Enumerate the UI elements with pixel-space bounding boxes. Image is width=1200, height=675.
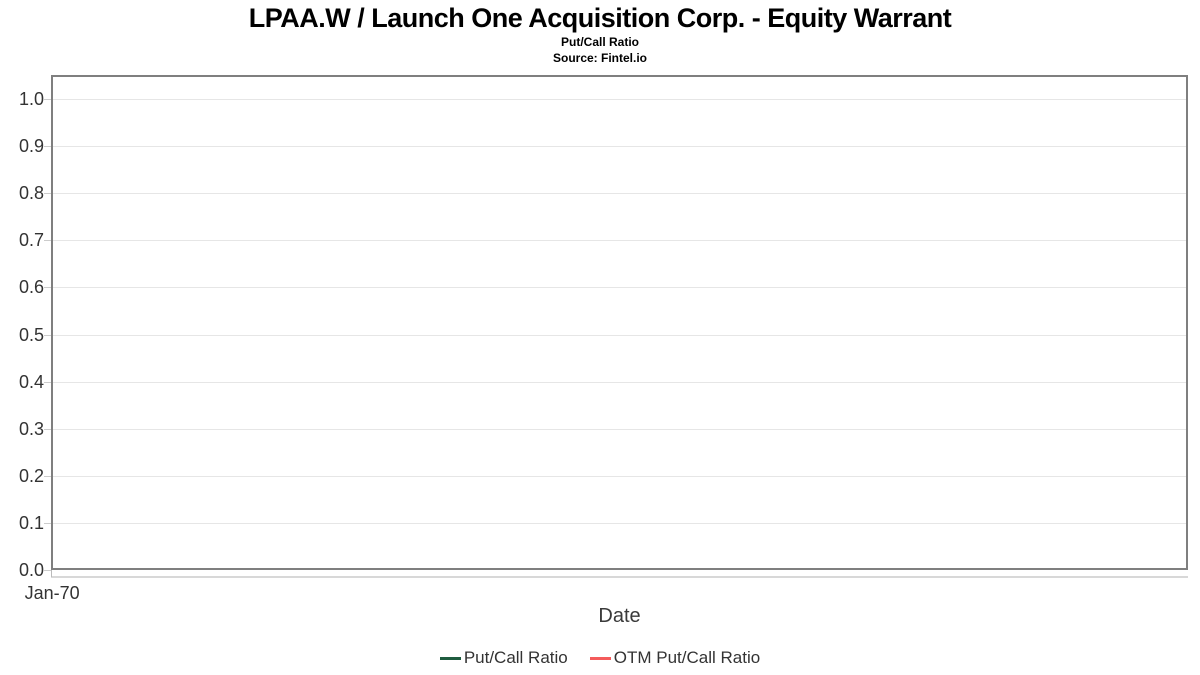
y-tick-label: 0.7 (18, 230, 44, 251)
legend-item-put-call-ratio[interactable]: Put/Call Ratio (439, 648, 568, 668)
y-tick-mark (44, 240, 51, 242)
y-tick-label: 1.0 (18, 89, 44, 109)
y-gridline (53, 428, 1186, 430)
y-tick-mark (44, 146, 51, 148)
legend-line-swatch (589, 656, 611, 660)
y-gridline (53, 240, 1186, 242)
y-tick-mark (44, 334, 51, 336)
y-tick-mark (44, 428, 51, 430)
y-tick-label: 0.4 (18, 371, 44, 392)
y-tick-label: 0.5 (18, 324, 44, 345)
y-gridline (53, 522, 1186, 524)
chart-title: LPAA.W / Launch One Acquisition Corp. - … (248, 3, 952, 33)
x-tick-label: Jan-70 (24, 583, 80, 603)
legend-line-swatch (439, 656, 461, 660)
chart-source-label: Source: Fintel.io (552, 51, 647, 65)
y-gridline (53, 287, 1186, 289)
y-tick-label: 0.2 (18, 465, 44, 486)
y-tick-label: 0.3 (18, 418, 44, 439)
y-gridline (53, 334, 1186, 336)
x-axis-line (51, 576, 1188, 578)
y-gridline (53, 99, 1186, 100)
y-tick-label: 0.9 (18, 136, 44, 157)
plot-area (51, 75, 1188, 570)
y-gridline (53, 193, 1186, 195)
y-tick-label: 0.6 (18, 277, 44, 298)
y-tick-mark (44, 193, 51, 195)
y-tick-label: 0.1 (18, 512, 44, 533)
y-tick-mark (44, 287, 51, 289)
x-axis-title: Date (598, 605, 641, 627)
y-tick-label: 0.0 (18, 560, 44, 580)
legend: Put/Call Ratio OTM Put/Call Ratio (0, 648, 1200, 668)
y-tick-mark (44, 99, 51, 100)
legend-label: OTM Put/Call Ratio (613, 648, 761, 667)
y-tick-label: 0.8 (18, 183, 44, 204)
y-tick-mark (44, 381, 51, 383)
legend-label: Put/Call Ratio (463, 648, 568, 667)
y-tick-mark (44, 475, 51, 477)
x-tick-mark (51, 570, 52, 577)
y-gridline (53, 475, 1186, 477)
y-tick-mark (44, 522, 51, 524)
y-gridline (53, 146, 1186, 148)
chart-subtitle: Put/Call Ratio (560, 35, 639, 49)
y-tick-mark (44, 570, 51, 571)
legend-item-otm-put-call-ratio[interactable]: OTM Put/Call Ratio (589, 648, 761, 668)
y-gridline (53, 381, 1186, 383)
